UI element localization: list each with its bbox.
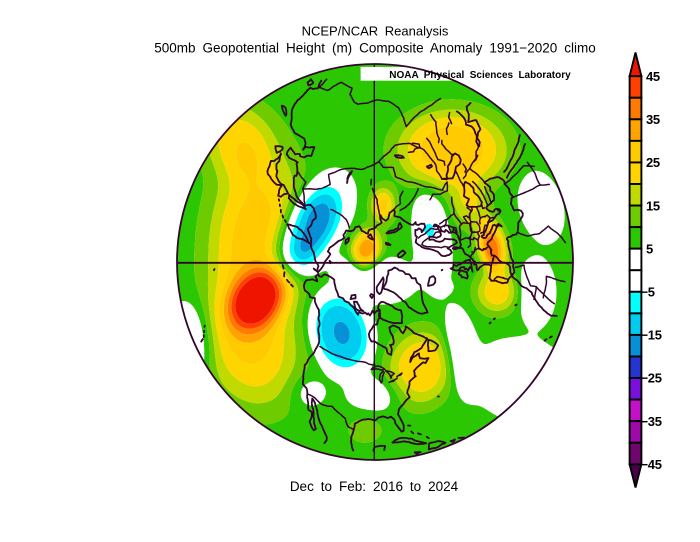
- svg-text:−45: −45: [641, 457, 662, 472]
- svg-text:NOAA Physical Sciences Laborat: NOAA Physical Sciences Laboratory: [389, 70, 571, 81]
- svg-text:25: 25: [646, 155, 660, 170]
- svg-text:35: 35: [646, 112, 660, 127]
- svg-text:45: 45: [646, 69, 660, 84]
- svg-text:500mb Geopotential Height (m): 500mb Geopotential Height (m) Composite …: [154, 41, 596, 56]
- svg-text:NCEP/NCAR Reanalysis: NCEP/NCAR Reanalysis: [302, 23, 449, 38]
- svg-text:5: 5: [646, 241, 653, 256]
- svg-text:−15: −15: [641, 328, 662, 343]
- svg-text:15: 15: [646, 198, 660, 213]
- svg-text:−25: −25: [641, 371, 662, 386]
- svg-text:−35: −35: [641, 414, 662, 429]
- svg-text:−5: −5: [641, 285, 655, 300]
- svg-text:Dec to Feb: 2016 to 2024: Dec to Feb: 2016 to 2024: [290, 479, 459, 494]
